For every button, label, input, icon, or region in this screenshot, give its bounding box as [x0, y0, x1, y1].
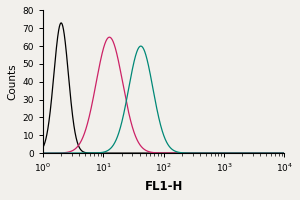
- X-axis label: FL1-H: FL1-H: [145, 180, 183, 193]
- Y-axis label: Counts: Counts: [7, 63, 17, 100]
